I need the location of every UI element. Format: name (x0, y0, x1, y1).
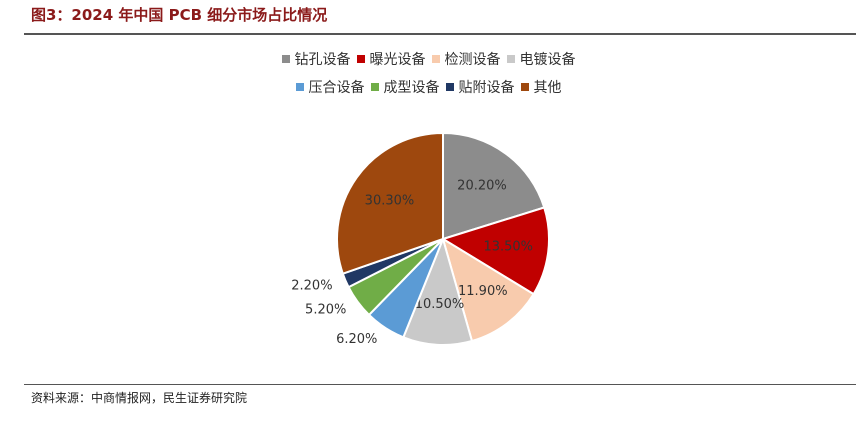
pie-slice (440, 206, 550, 296)
legend-swatch (506, 55, 515, 63)
pie-slice (441, 236, 535, 343)
slice-data-label: 20.20% (457, 179, 507, 194)
legend-item: 电镀设备 (506, 49, 576, 69)
legend-row-1: 钻孔设备 曝光设备 检测设备 电镀设备 (0, 49, 857, 69)
legend-swatch (431, 55, 440, 63)
slice-data-label: 2.20% (291, 278, 332, 293)
pie-slice (442, 131, 546, 241)
legend-label: 其他 (533, 80, 562, 96)
slice-data-label: 5.20% (305, 303, 346, 318)
pie-slice (347, 238, 444, 317)
pie-slice (367, 238, 444, 339)
legend-item: 钻孔设备 (281, 49, 351, 69)
legend-row-2: 压合设备 成型设备 贴附设备 其他 (0, 77, 857, 97)
slice-data-label: 30.30% (365, 193, 415, 208)
legend-swatch (445, 83, 454, 91)
pie-slice (341, 238, 444, 289)
pie-slice (402, 235, 474, 346)
legend-label: 贴附设备 (458, 80, 515, 96)
legend-label: 压合设备 (308, 80, 365, 96)
legend-item: 压合设备 (295, 77, 365, 97)
legend-label: 钻孔设备 (294, 52, 351, 68)
legend-item: 曝光设备 (356, 49, 426, 69)
legend-label: 检测设备 (444, 52, 501, 68)
source-rule (24, 384, 856, 385)
legend-swatch (295, 83, 304, 91)
slice-data-label: 10.50% (415, 297, 465, 312)
legend-label: 电镀设备 (519, 52, 576, 68)
legend-label: 曝光设备 (369, 52, 426, 68)
figure-title: 图3：2024 年中国 PCB 细分市场占比情况 (31, 6, 328, 24)
legend-item: 检测设备 (431, 49, 501, 69)
legend-item: 其他 (520, 77, 562, 97)
slice-data-label: 6.20% (336, 332, 377, 347)
legend-swatch (520, 83, 529, 91)
title-rule (24, 33, 856, 35)
legend-label: 成型设备 (383, 80, 440, 96)
legend-swatch (370, 83, 379, 91)
slice-data-label: 11.90% (458, 284, 508, 299)
legend-item: 成型设备 (370, 77, 440, 97)
legend-item: 贴附设备 (445, 77, 515, 97)
legend-swatch (281, 55, 290, 63)
legend-swatch (356, 55, 365, 63)
source-note: 资料来源：中商情报网，民生证券研究院 (31, 391, 248, 405)
pie-slice (336, 131, 444, 275)
slice-data-label: 13.50% (483, 240, 533, 255)
